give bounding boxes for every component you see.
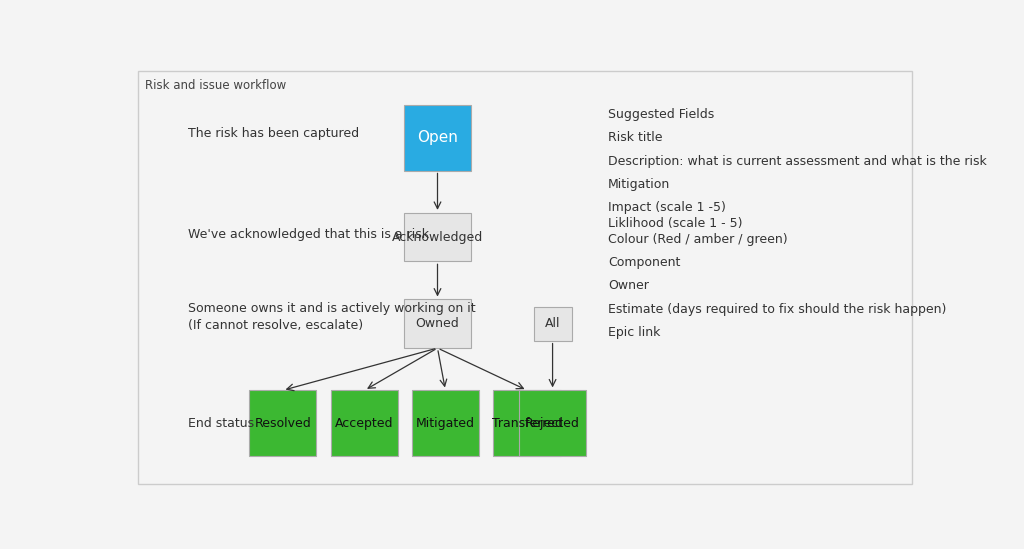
FancyBboxPatch shape	[519, 390, 587, 456]
Text: All: All	[545, 317, 560, 330]
Text: Risk and issue workflow: Risk and issue workflow	[145, 80, 287, 92]
FancyBboxPatch shape	[249, 390, 316, 456]
FancyBboxPatch shape	[403, 213, 471, 261]
Text: Open: Open	[417, 130, 458, 145]
Text: Rejected: Rejected	[525, 417, 580, 429]
Text: Colour (Red / amber / green): Colour (Red / amber / green)	[608, 233, 787, 246]
Text: Mitigation: Mitigation	[608, 178, 671, 191]
FancyBboxPatch shape	[403, 105, 471, 171]
FancyBboxPatch shape	[412, 390, 479, 456]
Text: Mitigated: Mitigated	[416, 417, 475, 429]
Text: Resolved: Resolved	[254, 417, 311, 429]
Text: Owner: Owner	[608, 279, 649, 293]
Text: Transferred: Transferred	[492, 417, 562, 429]
FancyBboxPatch shape	[494, 390, 561, 456]
Text: Accepted: Accepted	[335, 417, 394, 429]
FancyBboxPatch shape	[534, 307, 571, 340]
Text: Owned: Owned	[416, 317, 460, 330]
Text: Epic link: Epic link	[608, 326, 660, 339]
Text: Suggested Fields: Suggested Fields	[608, 108, 715, 121]
Text: End status: End status	[187, 417, 254, 429]
Text: Acknowledged: Acknowledged	[392, 231, 483, 244]
Text: Impact (scale 1 -5)
Liklihood (scale 1 - 5): Impact (scale 1 -5) Liklihood (scale 1 -…	[608, 201, 742, 230]
Text: Component: Component	[608, 256, 681, 269]
Text: Someone owns it and is actively working on it
(If cannot resolve, escalate): Someone owns it and is actively working …	[187, 302, 475, 332]
Text: We've acknowledged that this is a risk: We've acknowledged that this is a risk	[187, 228, 428, 242]
Text: Estimate (days required to fix should the risk happen): Estimate (days required to fix should th…	[608, 302, 946, 316]
FancyBboxPatch shape	[331, 390, 398, 456]
Text: Risk title: Risk title	[608, 131, 663, 144]
Text: Description: what is current assessment and what is the risk: Description: what is current assessment …	[608, 155, 987, 167]
FancyBboxPatch shape	[403, 299, 471, 348]
Text: The risk has been captured: The risk has been captured	[187, 127, 358, 140]
